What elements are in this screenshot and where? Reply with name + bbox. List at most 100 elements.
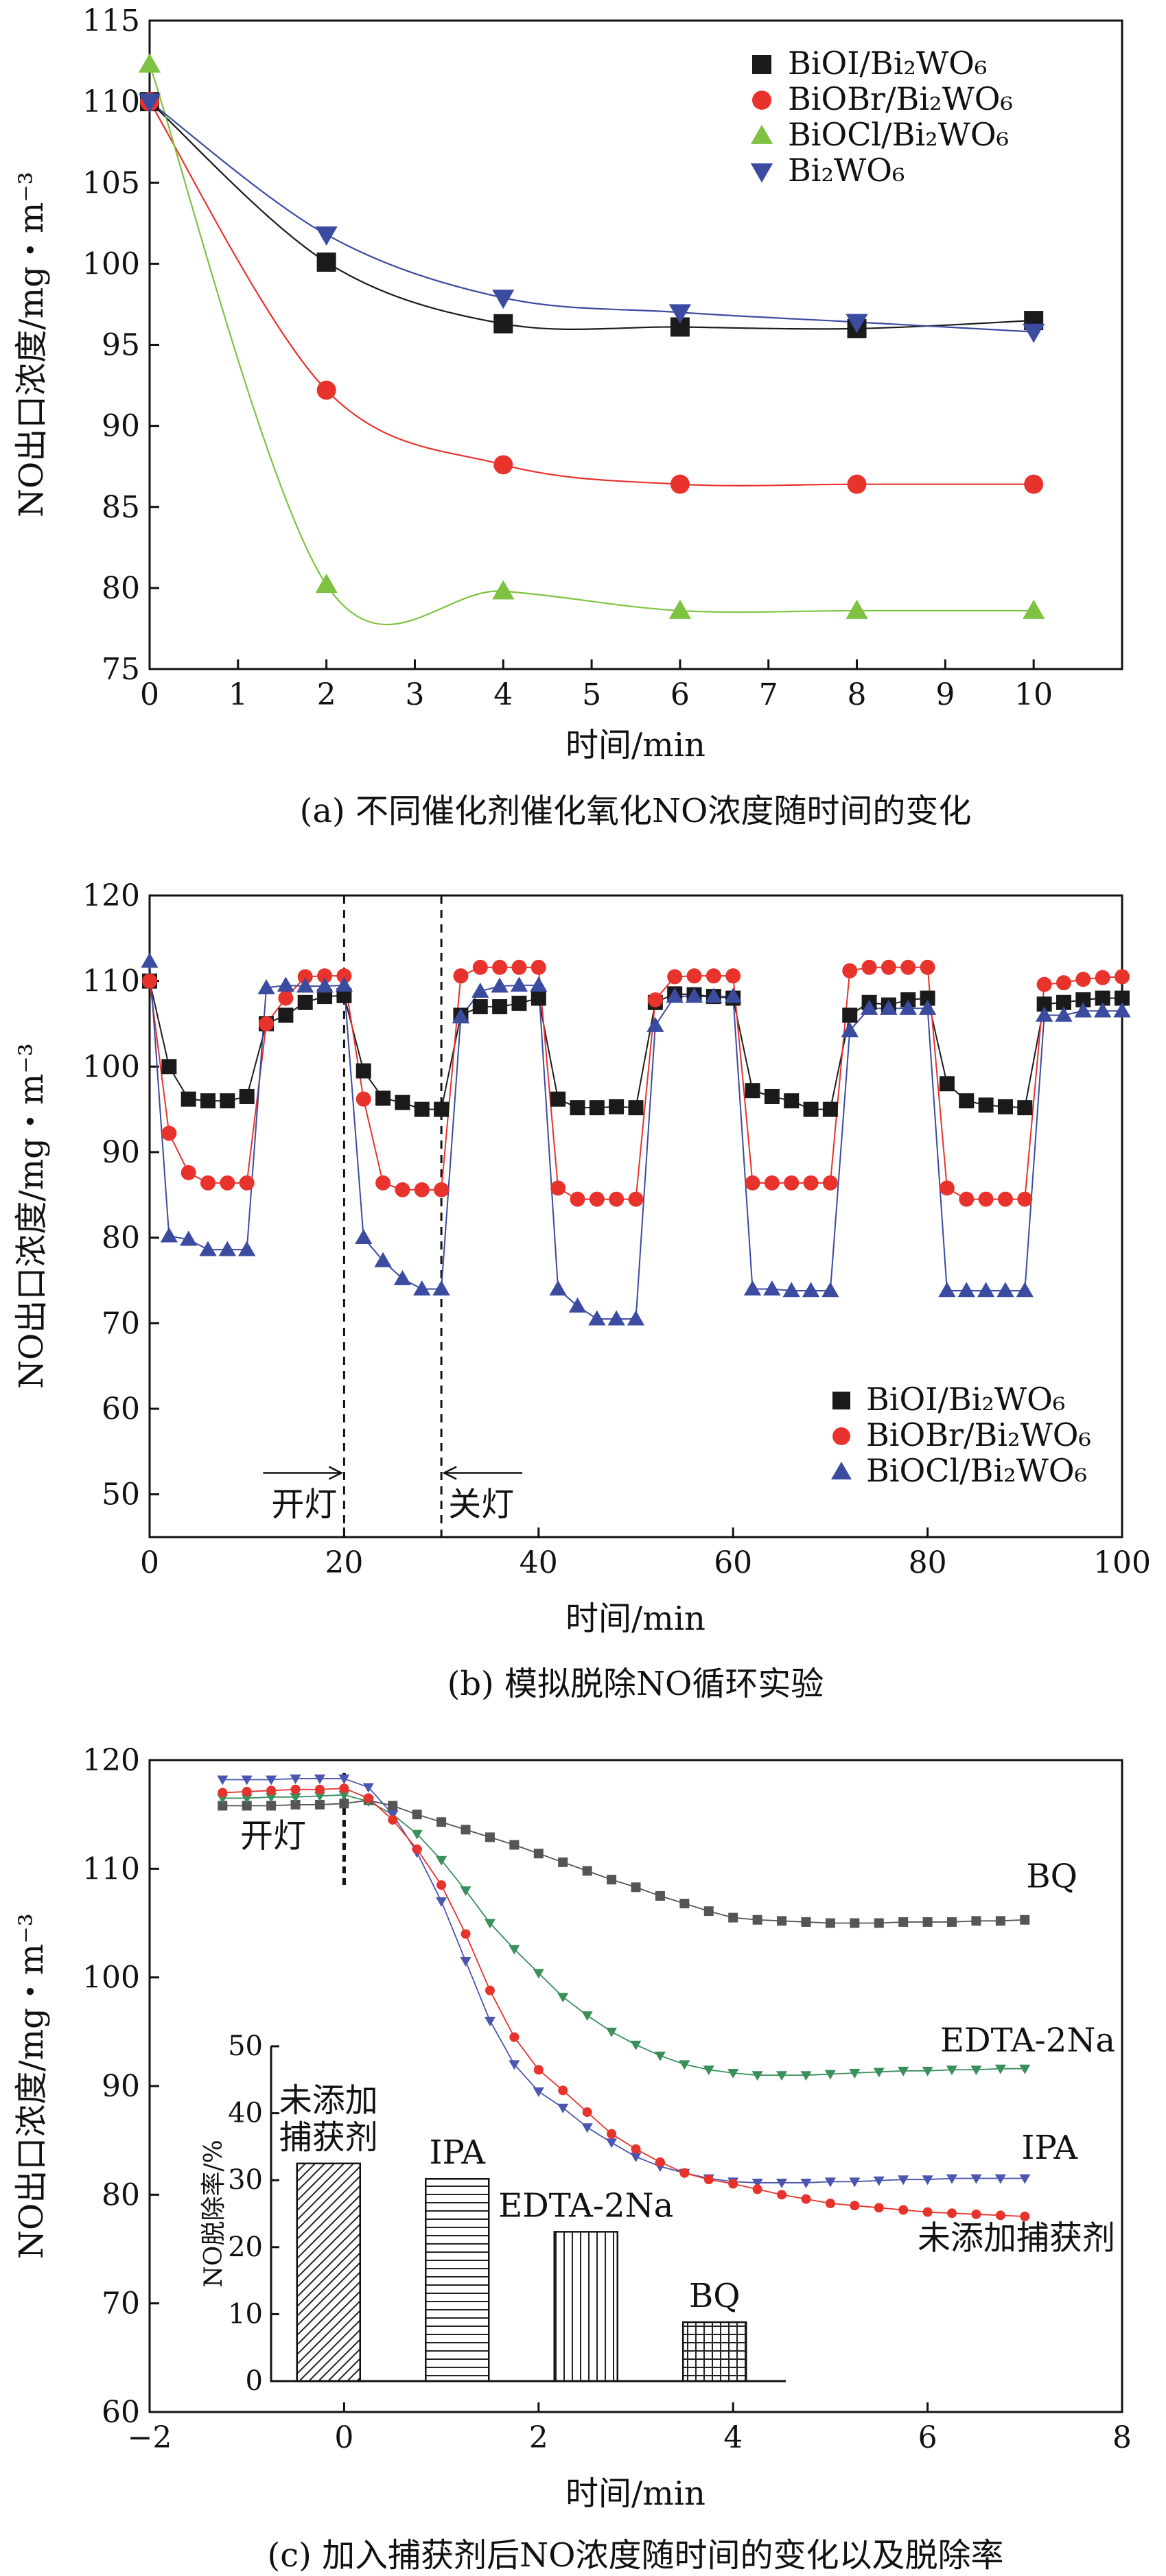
y-tick-label: 90	[102, 2069, 140, 2104]
data-point-series	[218, 1788, 228, 1798]
data-point-ipa	[606, 2138, 618, 2148]
y-tick-label: 90	[102, 1135, 140, 1170]
data-point-edta-2na	[800, 2071, 812, 2081]
data-point-ipa	[533, 2087, 544, 2097]
data-point-series	[850, 2201, 860, 2211]
y-tick-label: 120	[82, 1743, 140, 1778]
data-point-biocl-bi2wo6	[588, 1310, 606, 1326]
data-point-series	[679, 2168, 690, 2178]
data-point-series	[607, 2129, 617, 2139]
data-point-bi2wo6	[138, 93, 161, 113]
data-point-biocl-bi2wo6	[530, 976, 548, 992]
series-line-bq	[222, 1799, 1025, 1924]
data-point-ipa	[217, 1775, 229, 1785]
y-tick-label: 105	[82, 165, 140, 200]
x-tick-label: 4	[493, 677, 513, 712]
inset-y-tick-label: 10	[228, 2298, 263, 2330]
data-point-bioi-bi2wo6	[200, 1093, 216, 1109]
data-point-series	[460, 1929, 471, 1939]
chart-a: 0 1 2 3 4 5 6 7 8 9 10 75 80 85 90 95 100 105 110 115 NO出口浓…	[12, 3, 1123, 830]
x-tick-label: 1	[229, 677, 248, 712]
data-point-bioi-bi2wo6	[1115, 990, 1130, 1006]
data-point-ipa	[1019, 2174, 1031, 2184]
annotation-light-off: 关灯	[448, 1486, 514, 1524]
data-point-bq	[558, 1857, 568, 1867]
data-point-bq	[460, 1825, 471, 1835]
data-point-bq	[242, 1801, 252, 1811]
data-point-bq	[314, 1799, 325, 1810]
y-tick-label: 100	[82, 1960, 140, 1995]
chart-a-legend: BiOI/Bi₂WO₆BiOBr/Bi₂WO₆BiOCl/Bi₂WO₆Bi₂WO…	[750, 45, 1013, 189]
data-point-biocl-bi2wo6	[510, 976, 528, 992]
y-tick-label: 100	[82, 246, 140, 281]
data-point-biobr-bi2wo6	[939, 1180, 955, 1196]
data-point-ipa	[460, 1956, 471, 1967]
data-point-bioi-bi2wo6	[493, 314, 513, 333]
inset-y-tick-label: 30	[228, 2164, 263, 2196]
data-point-bi2wo6	[846, 314, 868, 333]
data-point-edta-2na	[581, 2011, 593, 2022]
chart-a-xlabel: 时间/min	[565, 726, 706, 764]
chart-c-annotations: 开灯	[240, 1773, 346, 1886]
data-point-biobr-bi2wo6	[1056, 975, 1071, 991]
data-point-biocl-bi2wo6	[607, 1310, 625, 1326]
data-point-biobr-bi2wo6	[297, 969, 313, 985]
legend-marker-biocl-bi2wo6	[831, 1462, 852, 1480]
data-point-bioi-bi2wo6	[375, 1090, 391, 1106]
data-point-bioi-bi2wo6	[997, 1099, 1013, 1114]
data-point-biocl-bi2wo6	[846, 599, 868, 619]
data-point-bq	[582, 1866, 592, 1876]
data-point-ipa	[970, 2174, 982, 2184]
data-point-biocl-bi2wo6	[763, 1280, 781, 1296]
data-point-bioi-bi2wo6	[745, 1083, 760, 1099]
data-point-biocl-bi2wo6	[977, 1282, 995, 1298]
data-point-bioi-bi2wo6	[161, 1059, 177, 1075]
data-point-biobr-bi2wo6	[822, 1175, 838, 1191]
data-point-biocl-bi2wo6	[432, 1280, 450, 1296]
data-point-edta-2na	[727, 2069, 739, 2079]
data-point-biobr-bi2wo6	[472, 959, 488, 975]
data-point-biobr-bi2wo6	[1017, 1191, 1033, 1207]
data-point-biobr-bi2wo6	[1075, 972, 1091, 987]
data-point-series	[995, 2210, 1005, 2221]
y-tick-label: 120	[82, 878, 140, 913]
data-point-bq	[388, 1801, 398, 1811]
y-tick-label: 85	[102, 490, 140, 525]
data-point-ipa	[776, 2178, 788, 2188]
data-point-ipa	[314, 1774, 326, 1784]
data-point-bioi-bi2wo6	[239, 1088, 255, 1104]
data-point-biobr-bi2wo6	[764, 1175, 780, 1191]
data-point-biocl-bi2wo6	[160, 1227, 178, 1243]
inset-bar-0	[296, 2162, 361, 2382]
legend-label: BiOCl/Bi₂WO₆	[788, 116, 1009, 153]
data-point-biocl-bi2wo6	[199, 1241, 217, 1256]
x-tick-label: 6	[671, 677, 690, 712]
data-point-bioi-bi2wo6	[492, 999, 508, 1015]
data-point-biobr-bi2wo6	[706, 968, 721, 984]
data-point-biobr-bi2wo6	[628, 1191, 644, 1207]
data-point-bq	[947, 1917, 957, 1927]
data-point-bq	[509, 1840, 520, 1850]
data-point-series	[1020, 2212, 1030, 2221]
data-point-edta-2na	[266, 1792, 277, 1803]
annotation-light-on: 开灯	[271, 1486, 337, 1524]
data-point-bioi-bi2wo6	[530, 990, 546, 1006]
chart-c-xlabel: 时间/min	[565, 2474, 706, 2513]
data-point-edta-2na	[751, 2071, 763, 2081]
data-point-series	[314, 1784, 325, 1794]
legend-marker-bioi-bi2wo6	[832, 1392, 850, 1409]
data-point-bioi-bi2wo6	[803, 1101, 819, 1117]
data-point-bioi-bi2wo6	[297, 994, 313, 1010]
data-point-bioi-bi2wo6	[414, 1101, 430, 1117]
arrow-left-icon	[442, 1466, 523, 1480]
data-point-biocl-bi2wo6	[549, 1280, 567, 1296]
data-point-bi2wo6	[668, 304, 692, 324]
data-point-series	[825, 2199, 835, 2208]
data-point-biocl-bi2wo6	[802, 1282, 820, 1298]
legend-label: BiOI/Bi₂WO₆	[788, 45, 987, 82]
series-line-bioi-bi2wo6	[149, 101, 1034, 331]
data-point-series	[898, 2205, 909, 2215]
data-point-bq	[218, 1801, 228, 1811]
data-point-bioi-bi2wo6	[511, 996, 527, 1011]
